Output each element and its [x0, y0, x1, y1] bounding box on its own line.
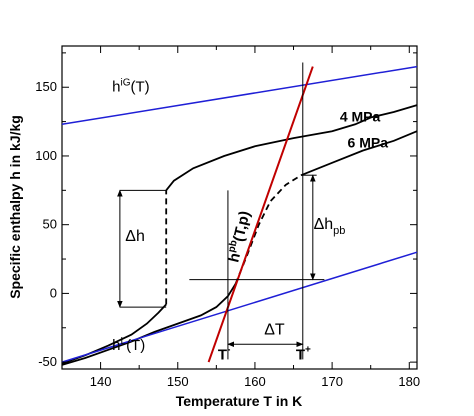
- t-minus-label: T-: [218, 344, 231, 363]
- delta-hpb-sub: pb: [333, 225, 345, 237]
- hpb-label: hpb(T,p): [224, 209, 253, 264]
- series-line-7: [61, 251, 418, 363]
- delta-hpb-main: Δh: [314, 216, 334, 233]
- x-axis-title: Temperature T in K: [176, 393, 303, 409]
- guide-layer: [117, 62, 325, 360]
- hiG-label: hiG(T): [112, 77, 150, 95]
- hL-label-main: h: [112, 337, 120, 354]
- t-plus-label: T+: [296, 344, 311, 363]
- delta-h-label: Δh: [125, 228, 145, 245]
- hpb-label-rest: (T,p): [230, 209, 253, 243]
- y-axis-title: Specific enthalpy h in kJ/kg: [7, 115, 23, 299]
- series-label-6mpa: 6 MPa: [348, 135, 389, 151]
- y-tick-label: 150: [35, 79, 57, 94]
- hpb-label-main: h: [225, 251, 244, 264]
- series-layer: [61, 65, 418, 366]
- y-tick-label: 50: [43, 217, 57, 232]
- hL-label-sup: L: [121, 336, 127, 347]
- t-minus-main: T: [218, 346, 227, 363]
- x-tick-label: 180: [398, 374, 420, 389]
- y-tick-label: 0: [50, 285, 57, 300]
- x-tick-label: 140: [90, 374, 112, 389]
- series-line-8: [207, 66, 314, 363]
- x-tick-label: 160: [244, 374, 266, 389]
- hL-label: hL(T): [112, 336, 145, 354]
- t-plus-main: T: [296, 346, 305, 363]
- x-tick-label: 170: [321, 374, 343, 389]
- hiG-label-main: h: [112, 78, 120, 95]
- series-line-5: [300, 130, 418, 177]
- hpb-label-sup: pb: [226, 239, 239, 253]
- plot-frame: [61, 45, 418, 370]
- t-plus-sup: +: [305, 344, 311, 355]
- delta-t-label: ΔT: [264, 322, 285, 339]
- y-tick-label: -50: [38, 354, 57, 369]
- series-line-6: [61, 65, 418, 126]
- hiG-label-sup: iG: [121, 77, 131, 88]
- y-tick-label: 100: [35, 148, 57, 163]
- delta-hpb-label: Δhpb: [314, 216, 346, 237]
- x-tick-label: 150: [167, 374, 189, 389]
- t-minus-sup: -: [227, 344, 230, 355]
- hiG-label-rest: (T): [131, 78, 150, 95]
- series-label-4mpa: 4 MPa: [340, 109, 381, 125]
- series-line-2: [165, 104, 418, 191]
- series-line-3: [61, 283, 237, 366]
- tick-layer: 140 150 160 170 180 -50 0 50 100 150: [35, 46, 420, 389]
- hL-label-rest: (T): [126, 337, 145, 354]
